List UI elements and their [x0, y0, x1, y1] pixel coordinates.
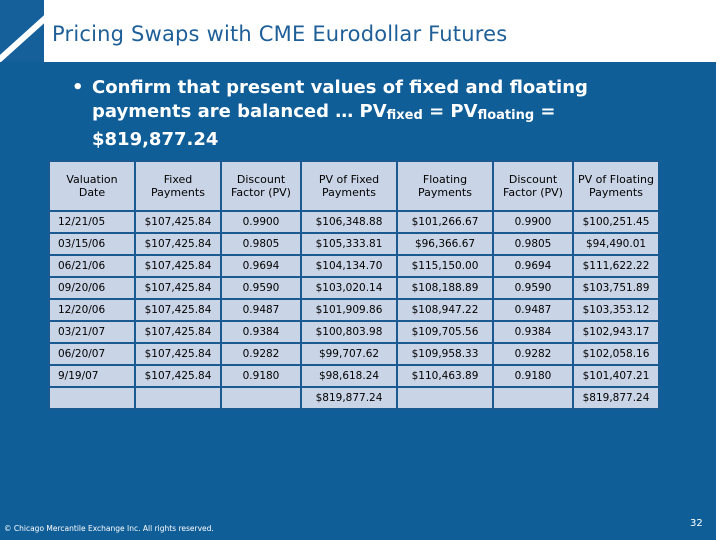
table-cell: $107,425.84 — [134, 320, 222, 344]
column-header: Discount Factor (PV) — [492, 160, 574, 212]
table-cell: 06/21/06 — [48, 254, 136, 278]
table-cell: $107,425.84 — [134, 298, 222, 322]
table-cell: 9/19/07 — [48, 364, 136, 388]
total-cell: $819,877.24 — [300, 386, 398, 410]
table-cell: 0.9282 — [492, 342, 574, 366]
table-row: 03/21/07 $107,425.84 0.9384 $100,803.98 $109… — [48, 320, 660, 344]
slide-header: Pricing Swaps with CME Eurodollar Future… — [0, 0, 720, 62]
table-cell: 09/20/06 — [48, 276, 136, 300]
column-header: PV of Fixed Payments — [300, 160, 398, 212]
table-cell: $94,490.01 — [572, 232, 660, 256]
table-row: 06/20/07 $107,425.84 0.9282 $99,707.62 $109,… — [48, 342, 660, 366]
column-header: Discount Factor (PV) — [220, 160, 302, 212]
table-cell: $99,707.62 — [300, 342, 398, 366]
total-cell — [48, 386, 136, 410]
table-cell: $111,622.22 — [572, 254, 660, 278]
table-row: 06/21/06 $107,425.84 0.9694 $104,134.70 $115… — [48, 254, 660, 278]
table-cell: $101,909.86 — [300, 298, 398, 322]
total-cell — [396, 386, 494, 410]
table-cell: $96,366.67 — [396, 232, 494, 256]
table-cell: 0.9694 — [220, 254, 302, 278]
table-header-row: Valuation Date Fixed Payments Discount Fac… — [48, 160, 660, 212]
table-cell: 12/21/05 — [48, 210, 136, 234]
table-row: 9/19/07 $107,425.84 0.9180 $98,618.24 $110,4… — [48, 364, 660, 388]
table-cell: $109,705.56 — [396, 320, 494, 344]
corner-decoration — [0, 0, 44, 62]
table-cell: $101,407.21 — [572, 364, 660, 388]
table-cell: $107,425.84 — [134, 342, 222, 366]
column-header: Valuation Date — [48, 160, 136, 212]
table-cell: 0.9694 — [492, 254, 574, 278]
page-number: 32 — [690, 518, 703, 529]
table-cell: $106,348.88 — [300, 210, 398, 234]
pv-fixed-subscript: fixed — [386, 108, 423, 123]
bullet-text: Confirm that present values of fixed and… — [72, 76, 682, 152]
table-cell: 0.9590 — [492, 276, 574, 300]
column-header: Floating Payments — [396, 160, 494, 212]
column-header: PV of Floating Payments — [572, 160, 660, 212]
table-cell: $110,463.89 — [396, 364, 494, 388]
column-header: Fixed Payments — [134, 160, 222, 212]
table-cell: 0.9384 — [220, 320, 302, 344]
table-row: 12/21/05 $107,425.84 0.9900 $106,348.88 $101… — [48, 210, 660, 234]
total-cell — [492, 386, 574, 410]
table-cell: 0.9805 — [220, 232, 302, 256]
table-cell: 0.9805 — [492, 232, 574, 256]
table-cell: $102,943.17 — [572, 320, 660, 344]
table-cell: $107,425.84 — [134, 210, 222, 234]
table-cell: $100,251.45 — [572, 210, 660, 234]
table-cell: 0.9282 — [220, 342, 302, 366]
table-cell: 0.9180 — [220, 364, 302, 388]
table-cell: 03/21/07 — [48, 320, 136, 344]
bullet-line-2a: payments are balanced … PV — [92, 101, 387, 122]
table-cell: 0.9900 — [492, 210, 574, 234]
table-cell: 0.9900 — [220, 210, 302, 234]
table-cell: $100,803.98 — [300, 320, 398, 344]
table-cell: $109,958.33 — [396, 342, 494, 366]
copyright-footer: © Chicago Mercantile Exchange Inc. All r… — [4, 524, 214, 533]
table-row: 03/15/06 $107,425.84 0.9805 $105,333.81 $96,… — [48, 232, 660, 256]
table-cell: 0.9384 — [492, 320, 574, 344]
table-row: 12/20/06 $107,425.84 0.9487 $101,909.86 $108… — [48, 298, 660, 322]
table-cell: $103,020.14 — [300, 276, 398, 300]
bullet-line-2b: = PV — [422, 101, 478, 122]
table-cell: $115,150.00 — [396, 254, 494, 278]
table-cell: 0.9487 — [220, 298, 302, 322]
table-cell: $104,134.70 — [300, 254, 398, 278]
bullet-line-2c: = — [534, 101, 556, 122]
pv-floating-subscript: floating — [477, 108, 535, 123]
total-cell: $819,877.24 — [572, 386, 660, 410]
table-cell: $108,947.22 — [396, 298, 494, 322]
table-cell: $105,333.81 — [300, 232, 398, 256]
table-row: 09/20/06 $107,425.84 0.9590 $103,020.14 $108… — [48, 276, 660, 300]
bullet-line-1: Confirm that present values of fixed and… — [92, 77, 588, 98]
table-cell: $98,618.24 — [300, 364, 398, 388]
table-cell: 03/15/06 — [48, 232, 136, 256]
table-cell: $102,058.16 — [572, 342, 660, 366]
table-cell: $107,425.84 — [134, 232, 222, 256]
total-cell — [134, 386, 222, 410]
table-cell: $108,188.89 — [396, 276, 494, 300]
table-cell: 0.9487 — [492, 298, 574, 322]
totals-row: $819,877.24 $819,877.24 — [48, 386, 660, 410]
table-cell: $107,425.84 — [134, 276, 222, 300]
table-cell: $103,353.12 — [572, 298, 660, 322]
table-cell: 12/20/06 — [48, 298, 136, 322]
slide-title: Pricing Swaps with CME Eurodollar Future… — [52, 22, 508, 46]
table-cell: 06/20/07 — [48, 342, 136, 366]
bullet-dot-icon: • — [72, 77, 84, 98]
right-edge-strip — [716, 62, 720, 540]
total-cell — [220, 386, 302, 410]
bullet-line-3: $819,877.24 — [92, 129, 219, 150]
swap-pricing-table: Valuation Date Fixed Payments Discount Fac… — [48, 160, 660, 410]
table-cell: $107,425.84 — [134, 254, 222, 278]
table-cell: 0.9180 — [492, 364, 574, 388]
table-cell: $101,266.67 — [396, 210, 494, 234]
bullet-point: • Confirm that present values of fixed a… — [72, 76, 682, 152]
table-cell: 0.9590 — [220, 276, 302, 300]
table-cell: $103,751.89 — [572, 276, 660, 300]
table-cell: $107,425.84 — [134, 364, 222, 388]
